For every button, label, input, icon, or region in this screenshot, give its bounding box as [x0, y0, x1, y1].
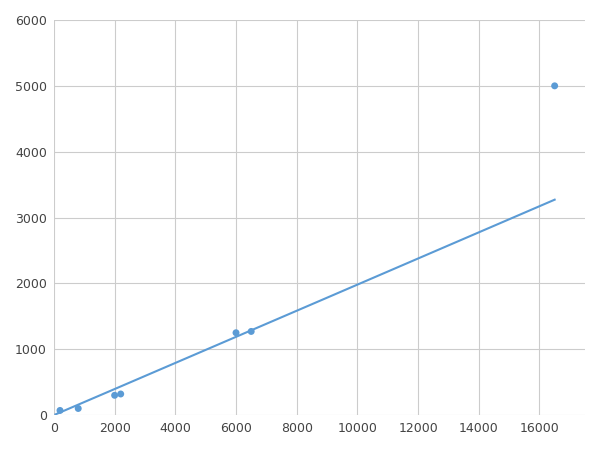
- Point: [231, 329, 241, 336]
- Point: [247, 328, 256, 335]
- Point: [110, 392, 119, 399]
- Point: [116, 391, 125, 398]
- Point: [550, 82, 559, 90]
- Point: [55, 407, 65, 414]
- Point: [73, 405, 83, 412]
